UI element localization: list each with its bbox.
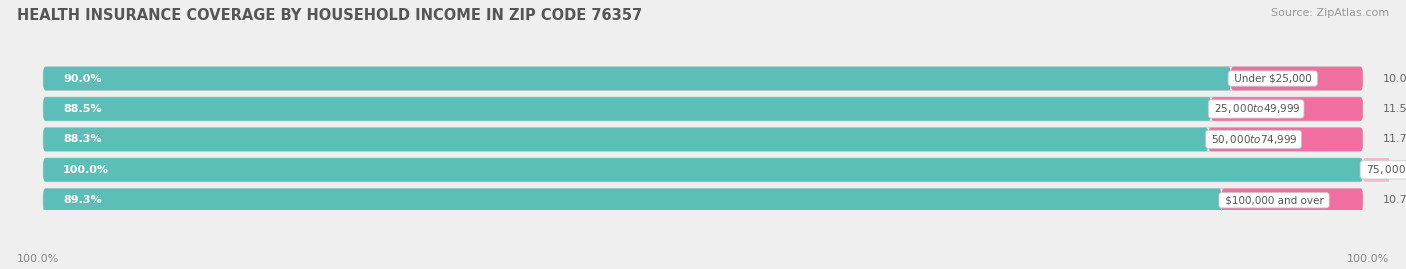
Text: 88.3%: 88.3% — [63, 134, 101, 144]
FancyBboxPatch shape — [1362, 158, 1402, 182]
FancyBboxPatch shape — [44, 67, 1362, 90]
Text: 10.0%: 10.0% — [1382, 73, 1406, 84]
Text: 11.7%: 11.7% — [1382, 134, 1406, 144]
Text: 100.0%: 100.0% — [17, 254, 59, 264]
FancyBboxPatch shape — [44, 97, 1362, 121]
FancyBboxPatch shape — [44, 158, 1362, 182]
FancyBboxPatch shape — [1211, 97, 1362, 121]
Text: $75,000 to $99,999: $75,000 to $99,999 — [1362, 163, 1406, 176]
Text: 10.7%: 10.7% — [1382, 195, 1406, 205]
Text: Under $25,000: Under $25,000 — [1230, 73, 1315, 84]
Text: Source: ZipAtlas.com: Source: ZipAtlas.com — [1271, 8, 1389, 18]
Text: HEALTH INSURANCE COVERAGE BY HOUSEHOLD INCOME IN ZIP CODE 76357: HEALTH INSURANCE COVERAGE BY HOUSEHOLD I… — [17, 8, 643, 23]
Text: 100.0%: 100.0% — [63, 165, 110, 175]
Text: $50,000 to $74,999: $50,000 to $74,999 — [1208, 133, 1299, 146]
FancyBboxPatch shape — [1230, 67, 1362, 90]
Text: 11.5%: 11.5% — [1382, 104, 1406, 114]
FancyBboxPatch shape — [1222, 189, 1362, 212]
Text: 90.0%: 90.0% — [63, 73, 101, 84]
Text: $25,000 to $49,999: $25,000 to $49,999 — [1211, 102, 1302, 115]
FancyBboxPatch shape — [44, 97, 1211, 121]
Text: 100.0%: 100.0% — [1347, 254, 1389, 264]
FancyBboxPatch shape — [44, 158, 1362, 182]
FancyBboxPatch shape — [44, 128, 1208, 151]
FancyBboxPatch shape — [44, 67, 1230, 90]
FancyBboxPatch shape — [1208, 128, 1362, 151]
Text: 88.5%: 88.5% — [63, 104, 101, 114]
FancyBboxPatch shape — [44, 189, 1222, 212]
FancyBboxPatch shape — [44, 128, 1362, 151]
Text: $100,000 and over: $100,000 and over — [1222, 195, 1326, 205]
FancyBboxPatch shape — [44, 189, 1362, 212]
Text: 89.3%: 89.3% — [63, 195, 101, 205]
